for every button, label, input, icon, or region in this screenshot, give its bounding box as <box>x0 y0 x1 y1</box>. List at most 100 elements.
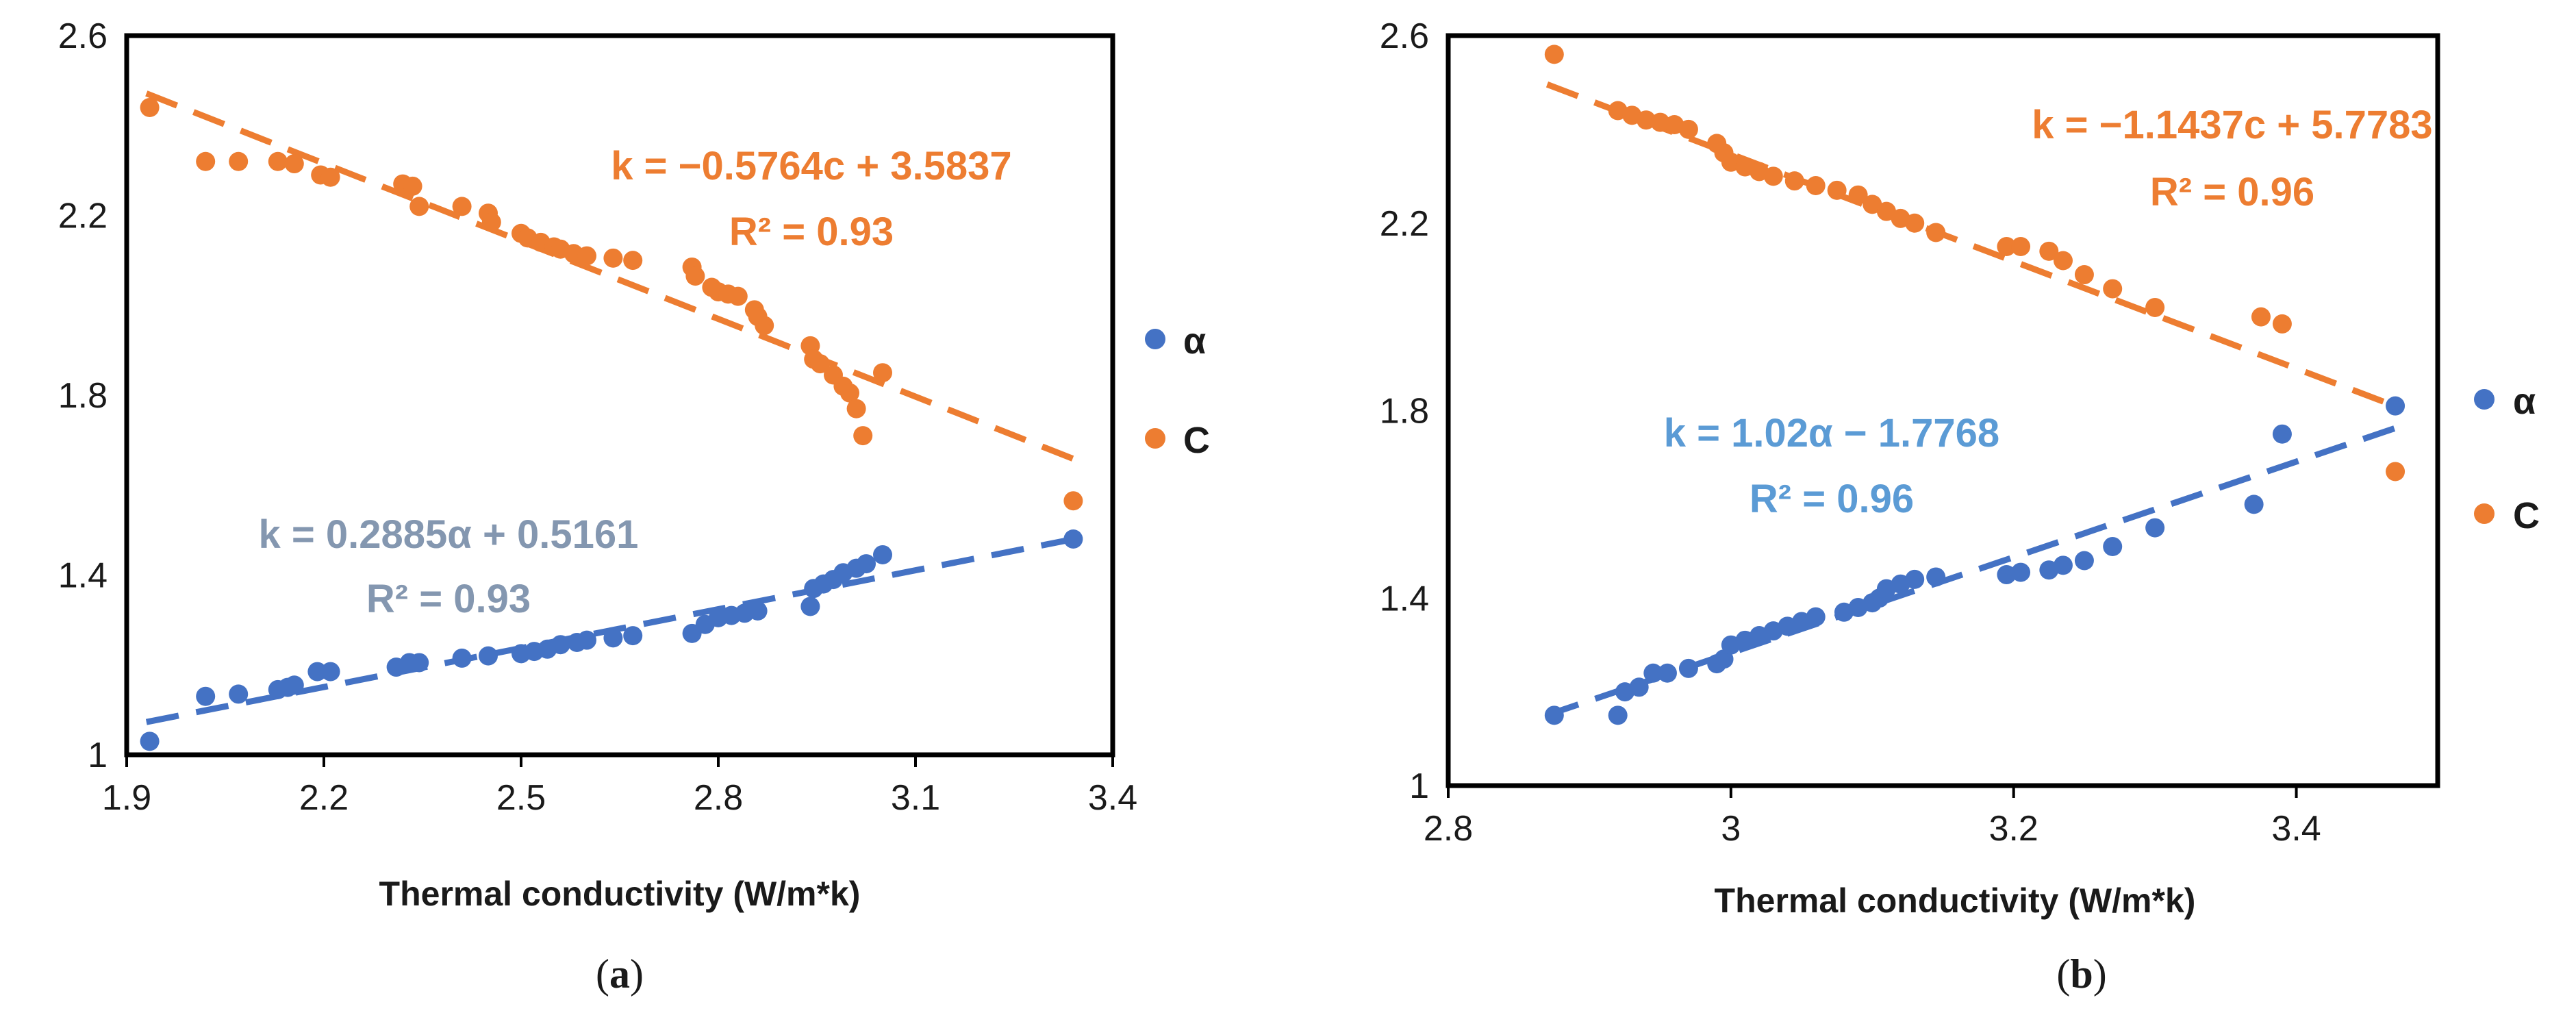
data-point-c <box>2386 462 2405 482</box>
panel-caption-letter-b: b <box>2070 951 2093 997</box>
data-point-alpha <box>2103 536 2123 556</box>
data-point-alpha <box>2145 518 2165 538</box>
data-point-c <box>1784 171 1804 191</box>
legend-marker-alpha-a <box>1145 329 1165 349</box>
r2-alpha-b: R² = 0.96 <box>1750 477 1914 521</box>
data-point-alpha <box>2272 424 2292 444</box>
data-point-alpha <box>284 675 304 695</box>
x-tick-label: 3 <box>1721 809 1741 849</box>
data-point-c <box>2053 251 2073 271</box>
data-point-c <box>2145 297 2165 317</box>
x-tick-label: 2.8 <box>694 778 743 818</box>
data-point-c <box>1806 176 1826 195</box>
data-point-c <box>846 399 866 418</box>
y-tick-labels-a: 1 1.4 1.8 2.2 2.6 <box>58 16 108 775</box>
chart-panel-b: 2.8 3 3.2 3.4 1 1.4 1.8 2.2 2.6 Thermal conduct… <box>1380 16 2540 997</box>
data-point-c <box>2074 265 2094 285</box>
data-point-alpha <box>748 601 768 621</box>
data-point-c <box>873 363 892 383</box>
x-tick-label: 2.5 <box>496 778 546 818</box>
legend-label-alpha-a: α <box>1183 321 1206 362</box>
data-point-alpha <box>2244 495 2264 514</box>
data-points-b <box>1544 45 2405 725</box>
x-axis-title-a: Thermal conductivity (W/m*k) <box>379 875 861 913</box>
equation-c-a: k = −0.5764c + 3.5837 <box>611 144 1011 188</box>
data-point-c <box>2272 314 2292 334</box>
panel-caption-a: (a) <box>596 951 644 997</box>
data-point-alpha <box>452 648 472 668</box>
data-point-c <box>1862 195 1882 214</box>
data-point-alpha <box>623 626 643 646</box>
data-point-c <box>1827 180 1847 200</box>
legend-b: α C <box>2474 381 2540 536</box>
data-point-c <box>1848 185 1868 205</box>
data-point-c <box>685 266 705 286</box>
legend-marker-c-b <box>2474 503 2495 524</box>
legend-marker-c-a <box>1145 428 1165 449</box>
legend-label-c-a: C <box>1183 420 1210 461</box>
data-point-c <box>229 151 249 171</box>
data-point-c <box>1544 45 1564 64</box>
data-point-c <box>1650 112 1670 132</box>
data-point-alpha <box>479 646 498 666</box>
x-tick-label: 1.9 <box>102 778 151 818</box>
panel-caption-b: (b) <box>2056 951 2106 997</box>
x-tick-label: 3.4 <box>1088 778 1137 818</box>
legend-marker-alpha-b <box>2474 389 2495 410</box>
equation-alpha-a: k = 0.2885α + 0.5161 <box>259 512 639 557</box>
data-point-c <box>1763 166 1783 186</box>
data-point-c <box>196 151 216 171</box>
y-tick-labels-b: 1 1.4 1.8 2.2 2.6 <box>1380 16 1429 806</box>
x-tick-label: 3.2 <box>1989 809 2038 849</box>
data-point-alpha <box>1643 663 1663 683</box>
data-point-c <box>284 154 304 174</box>
data-point-c <box>1637 110 1656 130</box>
data-point-alpha <box>140 731 160 751</box>
data-point-c <box>1997 236 2017 256</box>
data-point-c <box>755 316 774 336</box>
x-tick-label: 3.1 <box>891 778 940 818</box>
data-point-alpha <box>307 662 327 681</box>
r2-c-a: R² = 0.93 <box>729 210 894 254</box>
x-tick-label: 3.4 <box>2271 809 2321 849</box>
data-point-c <box>2011 236 2031 256</box>
data-point-c <box>452 197 472 216</box>
data-point-alpha <box>2386 396 2405 416</box>
x-tick-label: 2.2 <box>299 778 349 818</box>
x-tick-labels-a: 1.9 2.2 2.5 2.8 3.1 3.4 <box>102 755 1137 818</box>
data-point-c <box>320 167 340 187</box>
data-point-alpha <box>873 545 892 564</box>
y-tick-label: 1.8 <box>1380 392 1429 432</box>
data-point-c <box>577 246 596 266</box>
y-tick-label: 2.2 <box>58 197 108 236</box>
data-points-a <box>140 98 1083 751</box>
y-tick-label: 2.6 <box>1380 16 1429 56</box>
y-tick-label: 1.4 <box>58 556 108 596</box>
data-point-alpha <box>409 653 429 673</box>
data-point-alpha <box>196 686 216 706</box>
data-point-alpha <box>1905 569 1925 589</box>
data-point-alpha <box>1629 677 1649 697</box>
y-tick-label: 2.2 <box>1380 204 1429 244</box>
y-tick-label: 1.8 <box>58 376 108 416</box>
data-point-c <box>403 176 422 196</box>
data-point-alpha <box>1063 529 1083 549</box>
data-point-alpha <box>800 597 820 616</box>
data-point-c <box>603 248 623 268</box>
legend-a: α C <box>1145 321 1210 461</box>
data-point-alpha <box>2053 555 2073 575</box>
r2-c-b: R² = 0.96 <box>2150 170 2314 214</box>
data-point-alpha <box>1997 565 2017 585</box>
data-point-c <box>2103 279 2123 299</box>
data-point-alpha <box>603 628 623 648</box>
data-point-alpha <box>1657 663 1677 683</box>
legend-label-c-b: C <box>2513 495 2540 536</box>
data-point-c <box>481 212 501 232</box>
trendline-c <box>145 90 1075 462</box>
data-point-alpha <box>1806 607 1826 627</box>
data-point-alpha <box>2074 551 2094 571</box>
data-point-alpha <box>1678 658 1698 678</box>
plot-area-b <box>1445 33 2440 788</box>
data-point-alpha <box>551 635 570 655</box>
